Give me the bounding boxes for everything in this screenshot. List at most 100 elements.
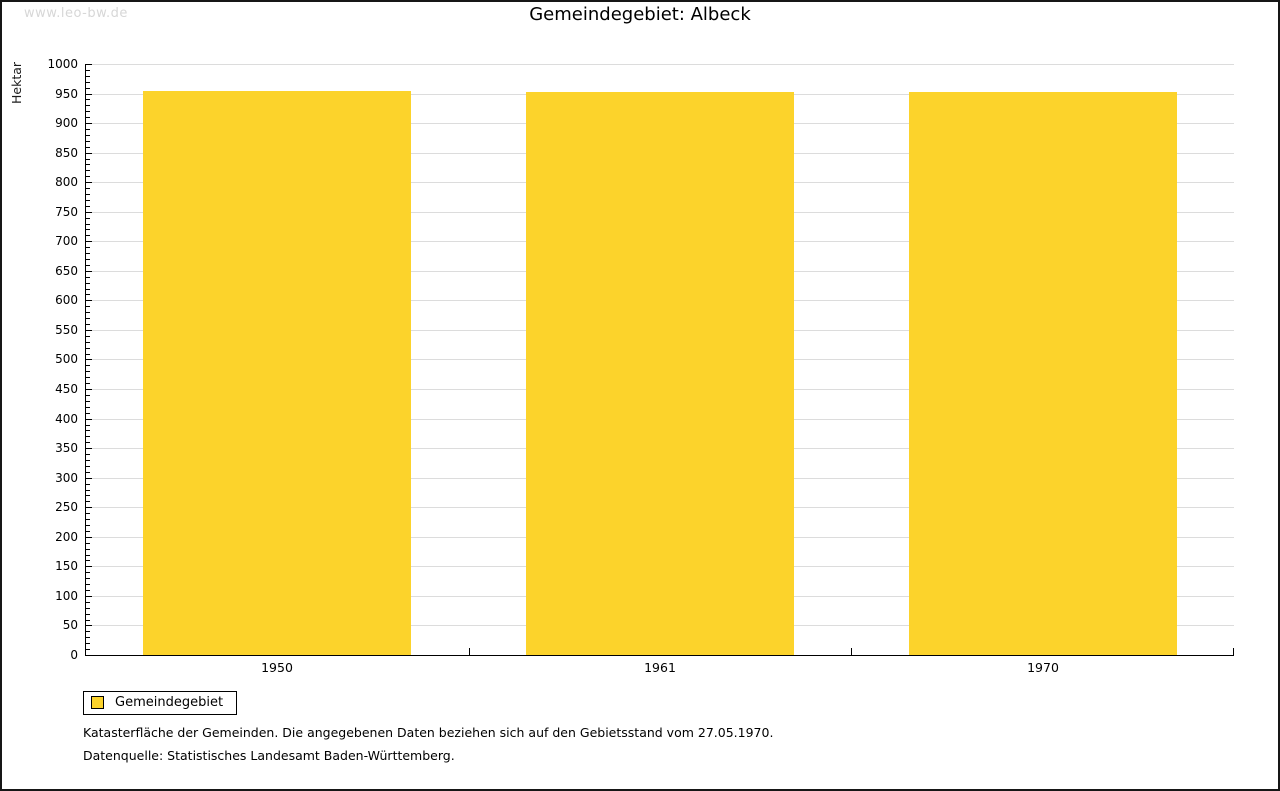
y-tick-label: 450	[55, 382, 78, 396]
y-minor-tick	[86, 336, 90, 337]
y-minor-tick	[86, 572, 90, 573]
y-tick-label: 100	[55, 589, 78, 603]
y-minor-tick	[86, 76, 90, 77]
y-major-tick	[86, 300, 92, 301]
y-major-tick	[86, 655, 92, 656]
y-minor-tick	[86, 159, 90, 160]
y-minor-tick	[86, 318, 90, 319]
y-major-tick	[86, 182, 92, 183]
y-minor-tick	[86, 643, 90, 644]
x-category-label: 1961	[644, 660, 676, 675]
y-major-tick	[86, 389, 92, 390]
y-tick-label: 950	[55, 87, 78, 101]
y-minor-tick	[86, 584, 90, 585]
y-minor-tick	[86, 578, 90, 579]
y-minor-tick	[86, 224, 90, 225]
y-minor-tick	[86, 466, 90, 467]
y-minor-tick	[86, 436, 90, 437]
y-minor-tick	[86, 377, 90, 378]
y-minor-tick	[86, 247, 90, 248]
y-minor-tick	[86, 289, 90, 290]
y-minor-tick	[86, 265, 90, 266]
y-minor-tick	[86, 454, 90, 455]
bar-1950	[143, 91, 411, 655]
y-minor-tick	[86, 82, 90, 83]
y-tick-label: 750	[55, 205, 78, 219]
y-minor-tick	[86, 111, 90, 112]
watermark: www.leo-bw.de	[24, 6, 128, 21]
y-minor-tick	[86, 395, 90, 396]
y-minor-tick	[86, 490, 90, 491]
y-tick-label: 400	[55, 412, 78, 426]
y-minor-tick	[86, 401, 90, 402]
y-major-tick	[86, 566, 92, 567]
x-category-label: 1970	[1027, 660, 1059, 675]
y-major-tick	[86, 478, 92, 479]
y-minor-tick	[86, 631, 90, 632]
y-tick-label: 900	[55, 116, 78, 130]
y-minor-tick	[86, 200, 90, 201]
y-minor-tick	[86, 194, 90, 195]
y-axis-title: Hektar	[9, 61, 24, 104]
y-minor-tick	[86, 306, 90, 307]
y-major-tick	[86, 271, 92, 272]
y-minor-tick	[86, 88, 90, 89]
y-minor-tick	[86, 277, 90, 278]
y-minor-tick	[86, 602, 90, 603]
y-minor-tick	[86, 501, 90, 502]
y-minor-tick	[86, 354, 90, 355]
y-major-tick	[86, 64, 92, 65]
y-minor-tick	[86, 170, 90, 171]
legend-label: Gemeindegebiet	[115, 695, 224, 710]
y-tick-label: 700	[55, 234, 78, 248]
y-tick-label: 800	[55, 175, 78, 189]
y-minor-tick	[86, 484, 90, 485]
footnote-description: Katasterfläche der Gemeinden. Die angege…	[83, 725, 774, 740]
y-major-tick	[86, 330, 92, 331]
y-minor-tick	[86, 259, 90, 260]
y-minor-tick	[86, 147, 90, 148]
y-minor-tick	[86, 229, 90, 230]
y-minor-tick	[86, 188, 90, 189]
y-major-tick	[86, 625, 92, 626]
y-minor-tick	[86, 549, 90, 550]
y-minor-tick	[86, 407, 90, 408]
y-minor-tick	[86, 430, 90, 431]
y-minor-tick	[86, 531, 90, 532]
y-tick-label: 200	[55, 530, 78, 544]
y-minor-tick	[86, 283, 90, 284]
y-minor-tick	[86, 383, 90, 384]
y-major-tick	[86, 241, 92, 242]
bar-1961	[526, 92, 794, 655]
y-major-tick	[86, 359, 92, 360]
y-tick-label: 300	[55, 471, 78, 485]
y-minor-tick	[86, 543, 90, 544]
y-minor-tick	[86, 312, 90, 313]
y-minor-tick	[86, 164, 90, 165]
y-major-tick	[86, 419, 92, 420]
footnote-source: Datenquelle: Statistisches Landesamt Bad…	[83, 748, 455, 763]
y-tick-label: 650	[55, 264, 78, 278]
y-major-tick	[86, 94, 92, 95]
y-major-tick	[86, 153, 92, 154]
y-minor-tick	[86, 218, 90, 219]
y-tick-label: 600	[55, 293, 78, 307]
y-minor-tick	[86, 324, 90, 325]
y-major-tick	[86, 507, 92, 508]
y-minor-tick	[86, 620, 90, 621]
y-tick-label: 500	[55, 352, 78, 366]
y-minor-tick	[86, 525, 90, 526]
y-minor-tick	[86, 253, 90, 254]
legend-swatch-icon	[91, 696, 104, 709]
plot-area: 0 50 100 150 200 250 300 350 400 450 500 550 600 650 7…	[47, 57, 1234, 675]
y-minor-tick	[86, 637, 90, 638]
y-minor-tick	[86, 425, 90, 426]
y-minor-tick	[86, 117, 90, 118]
y-minor-tick	[86, 649, 90, 650]
y-minor-tick	[86, 105, 90, 106]
y-tick-label: 1000	[47, 57, 78, 71]
y-gridline	[86, 64, 1234, 65]
y-minor-tick	[86, 513, 90, 514]
y-minor-tick	[86, 442, 90, 443]
